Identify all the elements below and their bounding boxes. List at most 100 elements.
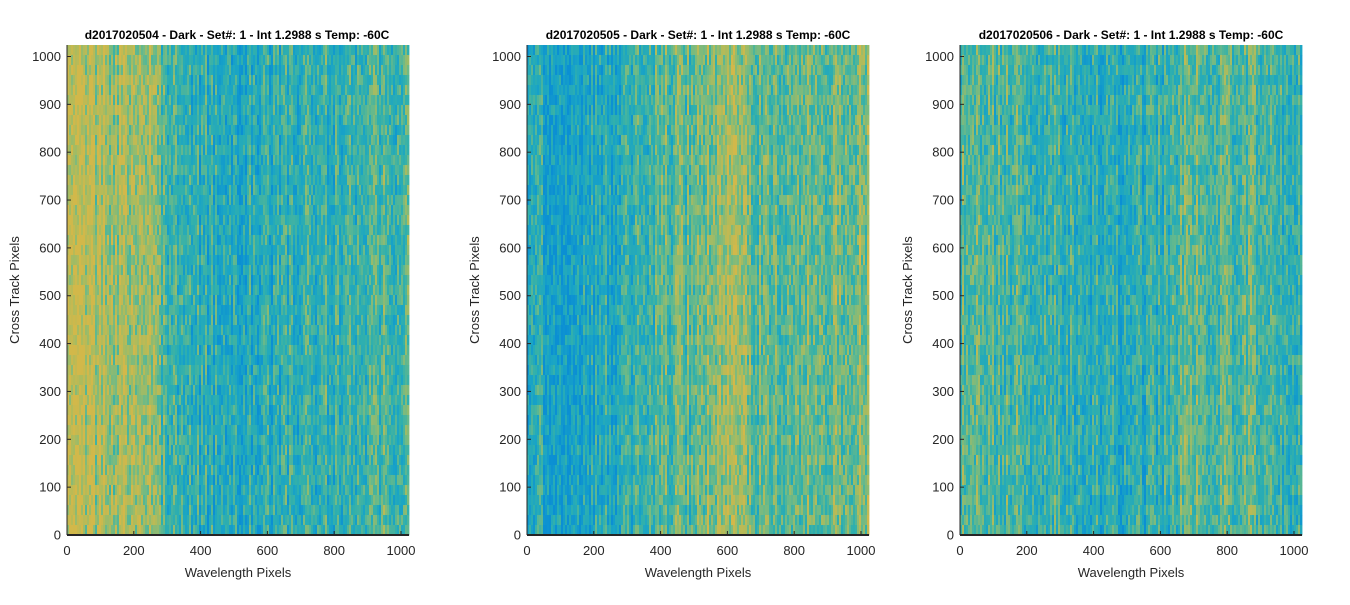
heatmap-cell — [127, 495, 130, 506]
heatmap-cell — [67, 235, 70, 246]
heatmap-cell — [117, 425, 120, 436]
heatmap-cell — [151, 425, 154, 436]
heatmap-cell — [171, 365, 174, 376]
heatmap-cell — [169, 395, 172, 406]
heatmap-cell — [93, 275, 96, 286]
heatmap-cell — [167, 135, 170, 146]
heatmap-cell — [91, 275, 94, 286]
heatmap-cell — [157, 135, 160, 146]
heatmap-cell — [181, 365, 184, 376]
heatmap-cell — [75, 315, 78, 326]
heatmap-cell — [95, 375, 98, 386]
heatmap-cell — [141, 145, 144, 156]
heatmap-cell — [75, 435, 78, 446]
heatmap-cell — [79, 85, 82, 96]
heatmap-cell — [97, 195, 100, 206]
heatmap-cell — [167, 425, 170, 436]
heatmap-cell — [121, 465, 124, 476]
heatmap-cell — [179, 255, 182, 266]
heatmap-cell — [71, 485, 74, 496]
heatmap-cell — [151, 445, 154, 456]
heatmap-cell — [177, 415, 180, 426]
heatmap-cell — [103, 405, 106, 416]
heatmap-cell — [103, 145, 106, 156]
heatmap-cell — [69, 395, 72, 406]
heatmap-cell — [169, 125, 172, 136]
heatmap-cell — [147, 235, 150, 246]
heatmap-cell — [83, 225, 86, 236]
heatmap-cell — [151, 65, 154, 76]
heatmap-cell — [121, 105, 124, 116]
heatmap-cell — [135, 125, 138, 136]
heatmap-cell — [153, 455, 156, 466]
heatmap-cell — [171, 435, 174, 446]
heatmap-cell — [119, 125, 122, 136]
heatmap-cell — [177, 75, 180, 86]
heatmap-cell — [137, 245, 140, 256]
heatmap-cell — [153, 295, 156, 306]
heatmap-cell — [97, 295, 100, 306]
heatmap-cell — [107, 385, 110, 396]
heatmap-cell — [75, 345, 78, 356]
heatmap-cell — [119, 505, 122, 516]
heatmap-cell — [81, 435, 84, 446]
heatmap-cell — [121, 175, 124, 186]
heatmap-cell — [107, 375, 110, 386]
heatmap-cell — [107, 95, 110, 106]
heatmap-cell — [151, 315, 154, 326]
heatmap-cell — [79, 515, 82, 526]
heatmap-cell — [71, 95, 74, 106]
heatmap-cell — [149, 275, 152, 286]
heatmap-cell — [121, 355, 124, 366]
heatmap-cell — [93, 315, 96, 326]
heatmap-cell — [165, 415, 168, 426]
heatmap-cell — [153, 505, 156, 516]
heatmap-cell — [109, 365, 112, 376]
heatmap-cell — [73, 375, 76, 386]
heatmap-cell — [101, 95, 104, 106]
heatmap-cell — [141, 445, 144, 456]
heatmap-cell — [109, 85, 112, 96]
heatmap-cell — [135, 65, 138, 76]
heatmap-cell — [165, 205, 168, 216]
heatmap-cell — [147, 485, 150, 496]
heatmap-cell — [159, 125, 162, 136]
heatmap-cell — [167, 405, 170, 416]
heatmap-cell — [129, 155, 132, 166]
heatmap-cell — [113, 165, 116, 176]
heatmap-cell — [151, 155, 154, 166]
heatmap-cell — [169, 485, 172, 496]
heatmap-cell — [125, 475, 128, 486]
heatmap-cell — [141, 175, 144, 186]
heatmap-cell — [69, 475, 72, 486]
heatmap-cell — [167, 45, 170, 56]
heatmap-cell — [107, 275, 110, 286]
heatmap-cell — [145, 485, 148, 496]
heatmap-cell — [151, 515, 154, 526]
heatmap-cell — [145, 365, 148, 376]
heatmap-cell — [139, 475, 142, 486]
heatmap-cell — [73, 135, 76, 146]
heatmap-cell — [169, 235, 172, 246]
heatmap-cell — [181, 225, 184, 236]
heatmap-cell — [107, 75, 110, 86]
heatmap-cell — [77, 75, 80, 86]
heatmap-cell — [179, 45, 182, 56]
heatmap-cell — [151, 185, 154, 196]
heatmap-cell — [139, 275, 142, 286]
heatmap-cell — [89, 435, 92, 446]
heatmap-cell — [97, 325, 100, 336]
heatmap-cell — [111, 205, 114, 216]
heatmap-cell — [179, 525, 182, 536]
heatmap-cell — [83, 425, 86, 436]
heatmap-cell — [179, 505, 182, 516]
heatmap-cell — [171, 65, 174, 76]
heatmap-cell — [95, 85, 98, 96]
heatmap-cell — [131, 215, 134, 226]
heatmap-cell — [119, 85, 122, 96]
heatmap-cell — [159, 515, 162, 526]
heatmap-cell — [85, 415, 88, 426]
heatmap-cell — [161, 315, 164, 326]
heatmap-cell — [87, 125, 90, 136]
heatmap-cell — [97, 135, 100, 146]
